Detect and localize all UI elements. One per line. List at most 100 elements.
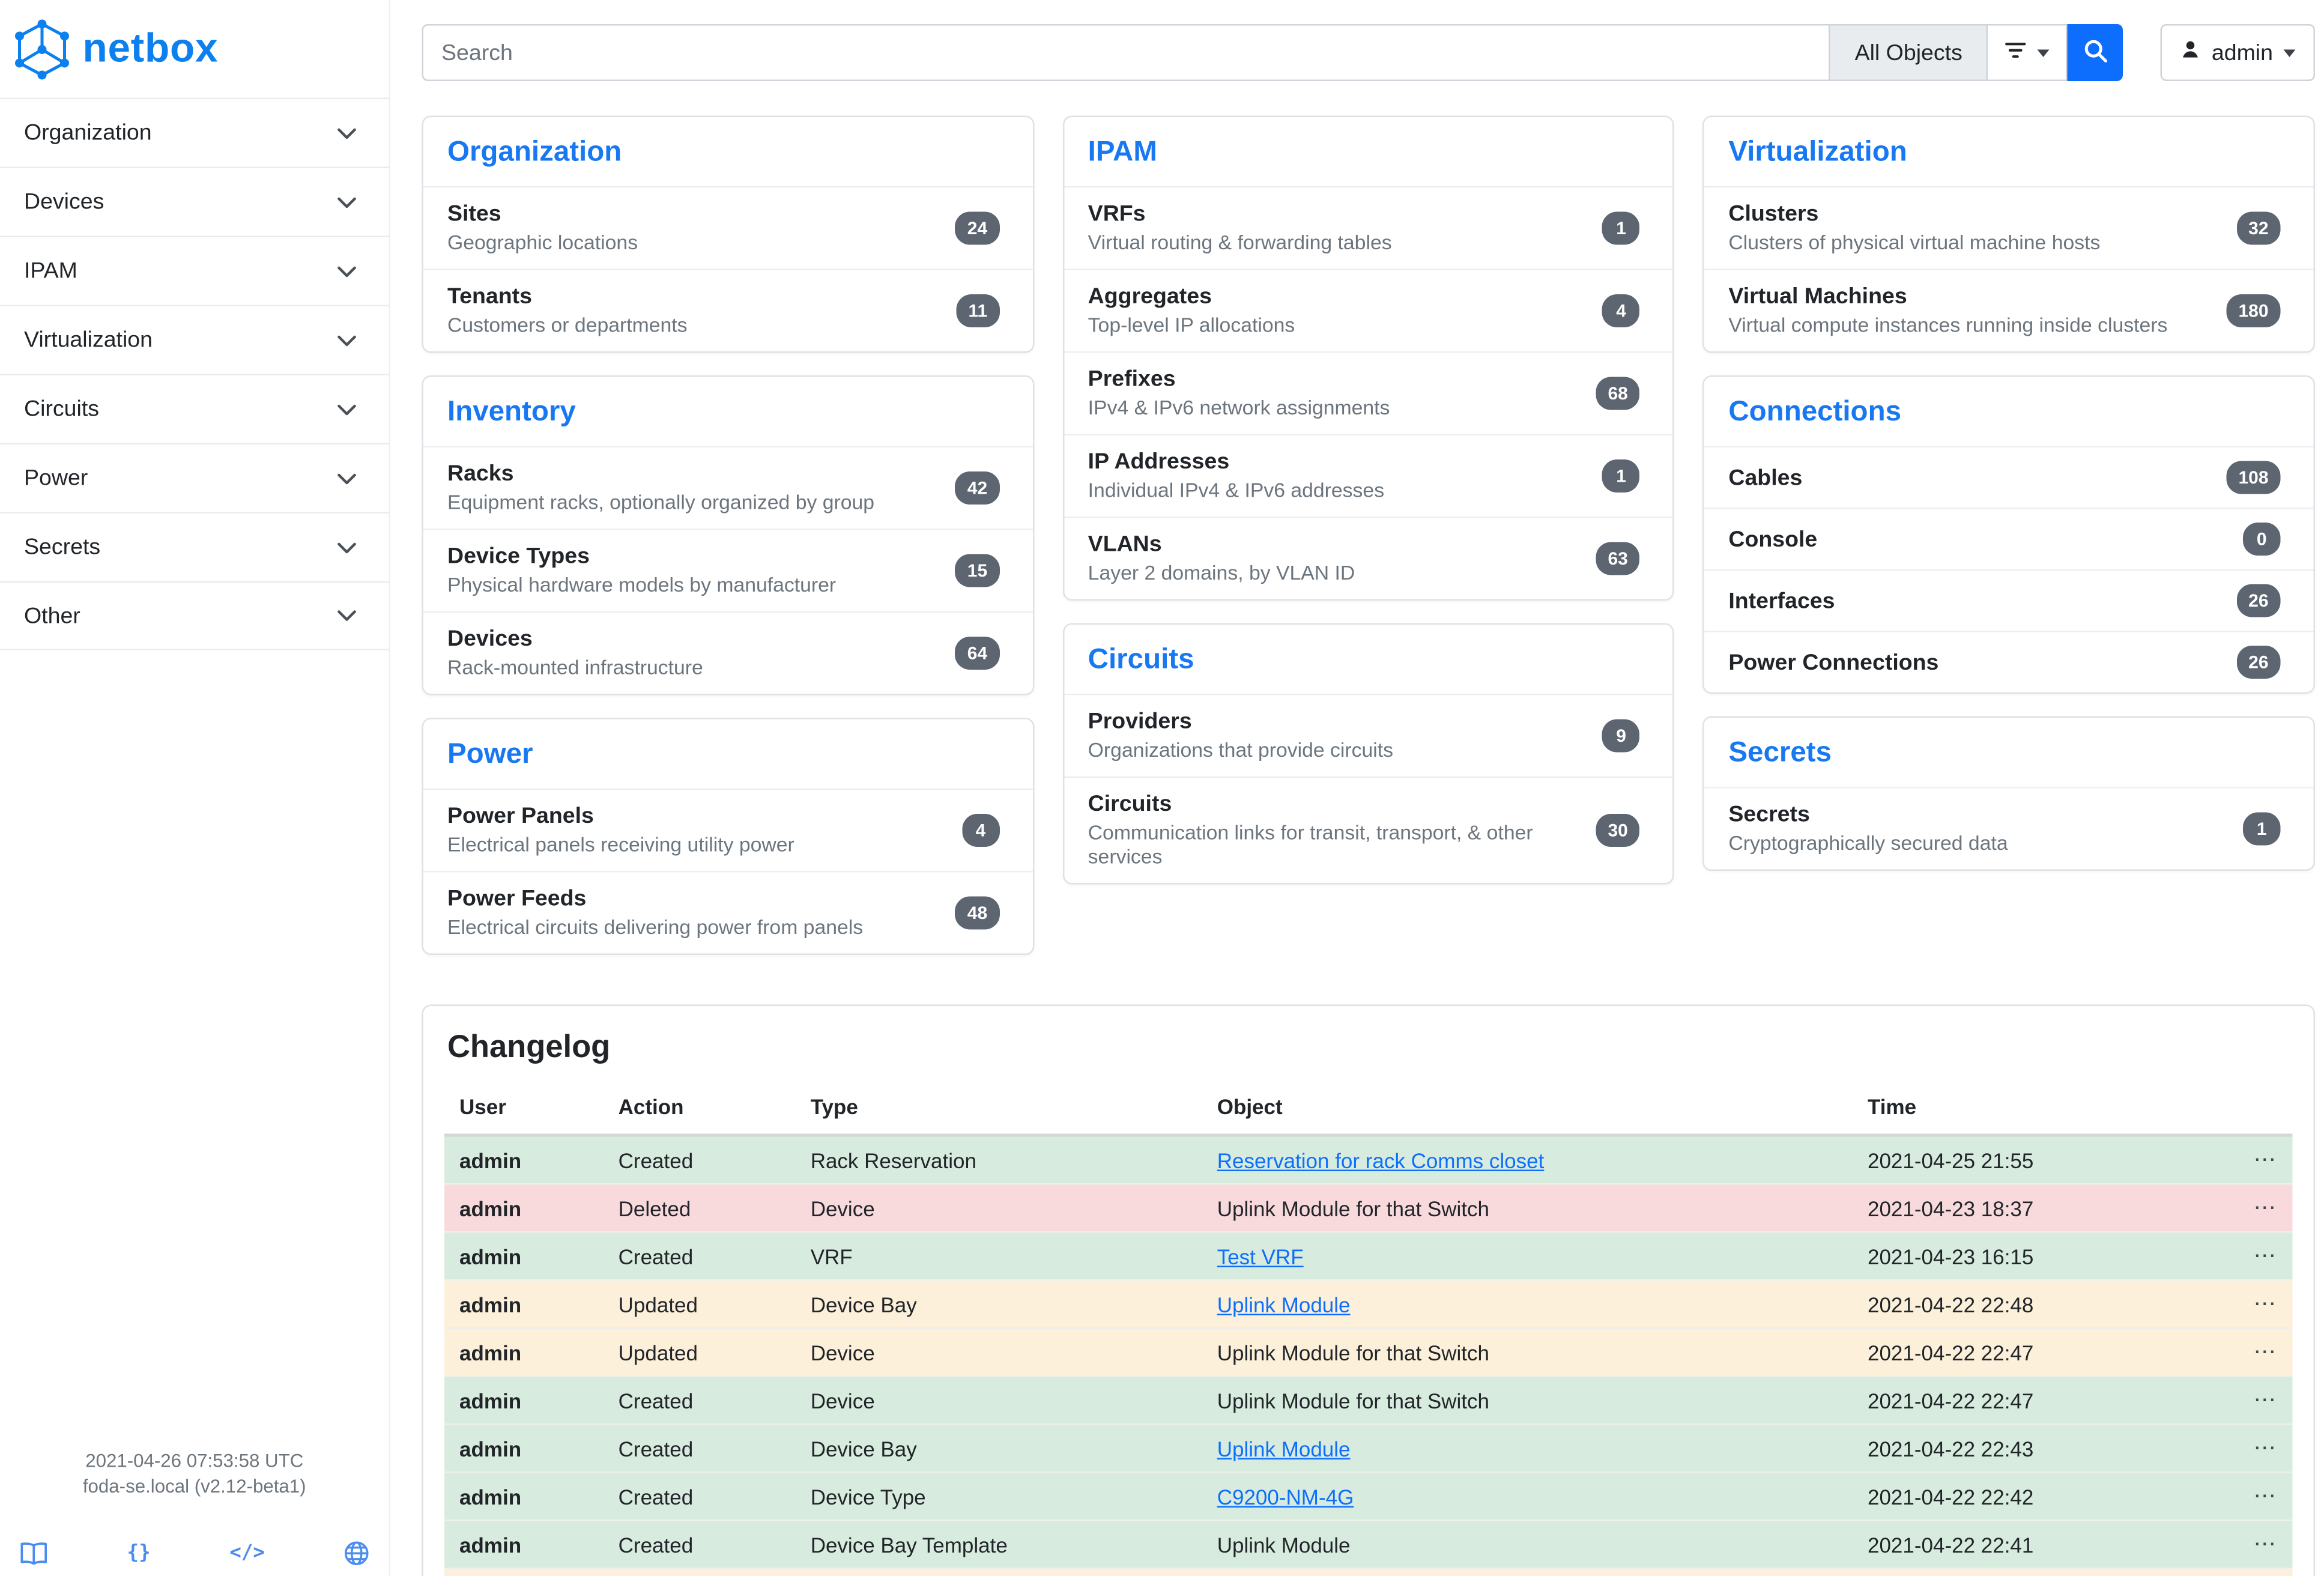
docs-book-icon[interactable]	[20, 1542, 49, 1565]
count-badge[interactable]: 68	[1596, 377, 1640, 410]
changelog-row: admin Updated Device Uplink Module for that…	[444, 1328, 2293, 1377]
chevron-down-icon	[336, 330, 357, 351]
panel-item-link[interactable]: Power Feeds	[447, 886, 587, 912]
search-input[interactable]	[422, 24, 1830, 81]
changelog-cell-actions: ⋯	[2222, 1135, 2293, 1185]
panel-item-link[interactable]: Aggregates	[1088, 283, 1212, 310]
panel-item-link[interactable]: IP Addresses	[1088, 449, 1230, 475]
changelog-table: User Action Type Object Time admin Created Rac…	[444, 1084, 2293, 1576]
sidebar-item-ipam[interactable]: IPAM	[0, 235, 389, 305]
row-actions-button[interactable]: ⋯	[2253, 1387, 2278, 1413]
changelog-body: admin Created Rack Reservation Reservation …	[444, 1135, 2293, 1576]
changelog-row: admin Updated Device Bay Uplink Module 2021-…	[444, 1280, 2293, 1329]
count-badge[interactable]: 32	[2236, 211, 2281, 245]
panel-item-link[interactable]: Cables	[1728, 464, 1803, 491]
panel-item-desc: IPv4 & IPv6 network assignments	[1088, 396, 1390, 419]
panel-item-desc: Layer 2 domains, by VLAN ID	[1088, 562, 1355, 584]
changelog-cell-actions: ⋯	[2222, 1328, 2293, 1377]
changelog-object-link[interactable]: Test VRF	[1217, 1244, 1304, 1268]
panel-item-link[interactable]: VRFs	[1088, 201, 1146, 227]
panel-item-link[interactable]: Power Panels	[447, 803, 594, 829]
filter-dropdown-button[interactable]	[1988, 24, 2068, 81]
panel-item-desc: Customers or departments	[447, 314, 688, 337]
changelog-object-link[interactable]: Reservation for rack Comms closet	[1217, 1148, 1545, 1172]
count-badge[interactable]: 11	[956, 294, 1000, 327]
count-badge[interactable]: 15	[955, 554, 1000, 587]
sidebar-item-devices[interactable]: Devices	[0, 166, 389, 236]
count-badge[interactable]: 108	[2226, 461, 2281, 494]
row-actions-button[interactable]: ⋯	[2253, 1339, 2278, 1365]
panel-item-console: Console 0	[1704, 508, 2314, 569]
count-badge[interactable]: 4	[961, 814, 1000, 847]
netbox-logo[interactable]: netbox	[0, 0, 389, 98]
panel-item-link[interactable]: Console	[1728, 526, 1818, 552]
count-badge[interactable]: 1	[2243, 812, 2281, 846]
row-actions-button[interactable]: ⋯	[2253, 1291, 2278, 1317]
panel-item-link[interactable]: Providers	[1088, 709, 1192, 735]
panel-item-link[interactable]: Sites	[447, 201, 501, 227]
panel-ipam: IPAM VRFs Virtual routing & forwarding t…	[1062, 115, 1675, 601]
count-badge[interactable]: 64	[955, 637, 1000, 670]
count-badge[interactable]: 180	[2226, 294, 2281, 327]
panel-item-link[interactable]: Tenants	[447, 283, 533, 310]
count-badge[interactable]: 63	[1596, 542, 1640, 575]
sidebar-item-secrets[interactable]: Secrets	[0, 512, 389, 581]
sidebar-item-other[interactable]: Other	[0, 581, 389, 650]
caret-down-icon	[2283, 49, 2296, 56]
globe-icon[interactable]	[343, 1541, 369, 1566]
changelog-object-link[interactable]: C9200-NM-4G	[1217, 1484, 1354, 1509]
code-icon[interactable]: </>	[229, 1542, 265, 1565]
sidebar-item-power[interactable]: Power	[0, 443, 389, 512]
panel-item-link[interactable]: Clusters	[1728, 201, 1819, 227]
count-badge[interactable]: 4	[1602, 294, 1640, 327]
panel-item-link[interactable]: Secrets	[1728, 802, 1810, 828]
changelog-object-link[interactable]: Uplink Module	[1217, 1292, 1351, 1317]
panel-item-link[interactable]: Interfaces	[1728, 587, 1835, 614]
changelog-cell-actions: ⋯	[2222, 1472, 2293, 1521]
changelog-cell-object: Uplink Module	[1202, 1520, 1853, 1569]
changelog-cell-object: Test VRF	[1202, 1232, 1853, 1281]
object-type-selector-button[interactable]: All Objects	[1829, 24, 1988, 81]
panel-title: Inventory	[447, 396, 576, 428]
panel-item-desc: Electrical panels receiving utility powe…	[447, 833, 794, 856]
count-badge[interactable]: 26	[2236, 646, 2281, 679]
changelog-cell-action: Created	[603, 1232, 796, 1281]
filter-icon	[2005, 41, 2027, 65]
row-actions-button[interactable]: ⋯	[2253, 1435, 2278, 1461]
panel-item-link[interactable]: Device Types	[447, 544, 590, 569]
search-submit-button[interactable]	[2067, 24, 2123, 81]
changelog-object-link[interactable]: Uplink Module	[1217, 1436, 1351, 1461]
changelog-cell-actions: ⋯	[2222, 1568, 2293, 1576]
panel-item-link[interactable]: Virtual Machines	[1728, 283, 1907, 310]
count-badge[interactable]: 0	[2243, 523, 2281, 556]
row-actions-button[interactable]: ⋯	[2253, 1195, 2278, 1221]
sidebar-item-circuits[interactable]: Circuits	[0, 374, 389, 443]
changelog-cell-time: 2021-04-22 22:47	[1853, 1328, 2223, 1377]
sidebar-item-organization[interactable]: Organization	[0, 97, 389, 167]
panel-item-link[interactable]: Power Connections	[1728, 649, 1939, 675]
api-braces-icon[interactable]: {}	[127, 1542, 151, 1565]
changelog-header-row: User Action Type Object Time	[444, 1084, 2293, 1137]
panel-item-link[interactable]: Devices	[447, 626, 533, 652]
count-badge[interactable]: 9	[1602, 719, 1640, 753]
changelog-cell-user: admin	[444, 1472, 604, 1521]
count-badge[interactable]: 24	[955, 211, 1000, 245]
search-icon	[2083, 38, 2107, 67]
count-badge[interactable]: 30	[1596, 814, 1640, 847]
row-actions-button[interactable]: ⋯	[2253, 1147, 2278, 1173]
count-badge[interactable]: 1	[1602, 211, 1640, 245]
count-badge[interactable]: 26	[2236, 584, 2281, 617]
row-actions-button[interactable]: ⋯	[2253, 1484, 2278, 1509]
count-badge[interactable]: 42	[955, 471, 1000, 505]
sidebar-item-virtualization[interactable]: Virtualization	[0, 305, 389, 374]
count-badge[interactable]: 1	[1602, 459, 1640, 492]
dashboard-columns: Organization Sites Geographic locations …	[422, 115, 2316, 955]
count-badge[interactable]: 48	[955, 896, 1000, 930]
panel-item-link[interactable]: Circuits	[1088, 791, 1172, 817]
panel-item-link[interactable]: VLANs	[1088, 532, 1162, 557]
user-menu-button[interactable]: admin	[2160, 24, 2315, 81]
row-actions-button[interactable]: ⋯	[2253, 1243, 2278, 1269]
panel-item-link[interactable]: Racks	[447, 461, 514, 487]
panel-item-link[interactable]: Prefixes	[1088, 366, 1176, 392]
row-actions-button[interactable]: ⋯	[2253, 1532, 2278, 1557]
